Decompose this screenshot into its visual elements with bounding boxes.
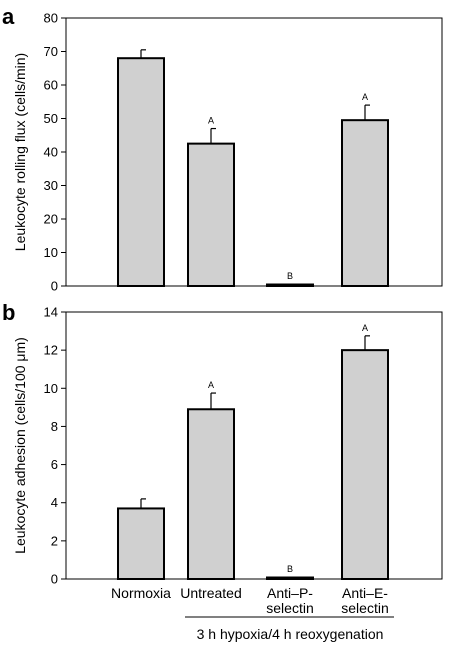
significance-label: B xyxy=(287,271,293,281)
y-tick-label: 0 xyxy=(51,279,58,294)
y-tick-label: 30 xyxy=(44,178,58,193)
y-tick-label: 4 xyxy=(51,495,58,510)
y-tick-label: 50 xyxy=(44,111,58,126)
y-tick-label: 20 xyxy=(44,212,58,227)
panel-letter: b xyxy=(2,300,15,325)
significance-label: A xyxy=(208,380,214,390)
y-tick-label: 0 xyxy=(51,572,58,587)
category-label: Anti–P- xyxy=(267,585,313,601)
category-label: Normoxia xyxy=(111,585,171,601)
significance-label: B xyxy=(287,564,293,574)
panel-a-chart: a 0 10 20 30 40 50 60 70 80 Leukocyte rolling flux… xyxy=(2,4,443,294)
bar xyxy=(187,142,235,287)
y-tick-label: 8 xyxy=(51,419,58,434)
y-tick-label: 70 xyxy=(44,44,58,59)
bar xyxy=(341,349,389,580)
bar xyxy=(117,57,165,288)
plot-frame xyxy=(65,311,443,580)
significance-label: A xyxy=(362,92,368,102)
bar xyxy=(187,408,235,580)
y-axis-label: Leukocyte rolling flux (cells/min) xyxy=(12,53,28,251)
bar xyxy=(266,283,314,287)
y-tick-label: 6 xyxy=(51,457,58,472)
category-label: Untreated xyxy=(180,585,241,601)
significance-label: A xyxy=(208,116,214,126)
y-tick-label: 60 xyxy=(44,78,58,93)
category-label: selectin xyxy=(266,600,313,616)
y-tick-label: 40 xyxy=(44,145,58,160)
y-tick-label: 12 xyxy=(44,343,58,358)
group-label: 3 h hypoxia/4 h reoxygenation xyxy=(197,626,384,642)
y-tick-label: 2 xyxy=(51,533,58,548)
bar xyxy=(341,119,389,287)
y-tick-label: 10 xyxy=(44,245,58,260)
significance-label: A xyxy=(362,323,368,333)
category-label: Anti–E- xyxy=(342,585,388,601)
bar xyxy=(117,507,165,580)
panel-letter: a xyxy=(2,4,15,29)
y-tick-label: 14 xyxy=(44,305,58,320)
y-tick-label: 80 xyxy=(44,11,58,26)
bar xyxy=(266,576,314,580)
panel-b-chart: b 0 2 4 6 8 10 12 14 Leukocyte adhesion (cells/10… xyxy=(2,300,443,642)
category-label: selectin xyxy=(341,600,388,616)
y-tick-label: 10 xyxy=(44,381,58,396)
y-axis-label: Leukocyte adhesion (cells/100 μm) xyxy=(12,337,28,554)
